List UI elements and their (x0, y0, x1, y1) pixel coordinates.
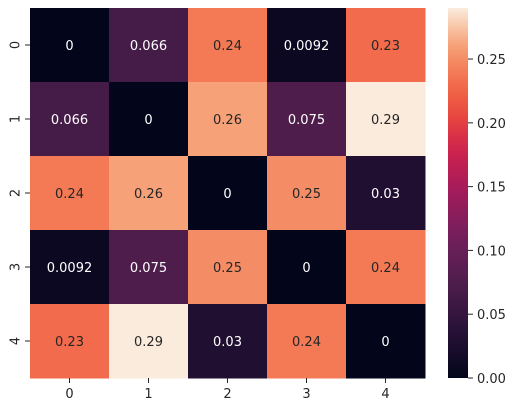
heatmap-cell-0-3 (267, 8, 347, 83)
heatmap-cell-0-2 (188, 8, 268, 83)
heatmap-cell-4-2 (188, 304, 268, 379)
heatmap-cell-1-3 (267, 82, 347, 157)
heatmap-cell-2-1 (109, 156, 189, 231)
y-axis: 0 1 2 3 4 (9, 41, 30, 345)
cell-value-label-0-1: 0.066 (130, 39, 167, 54)
cell-value-label-0-3: 0.0092 (284, 39, 330, 54)
cell-value-label-3-0: 0.0092 (47, 261, 93, 276)
colorbar-tick-label-3: 0.15 (477, 181, 506, 196)
heatmap-cell-4-4 (346, 304, 426, 379)
heatmap-cell-3-2 (188, 230, 268, 305)
cell-value-label-4-4: 0 (381, 335, 389, 350)
y-tick-label-4: 4 (9, 337, 24, 345)
cell-value-label-1-3: 0.075 (288, 113, 325, 128)
colorbar-tick-label-0: 0.00 (477, 372, 506, 387)
heatmap-cell-4-1 (109, 304, 189, 379)
cell-value-label-0-0: 0 (65, 39, 73, 54)
cell-value-label-4-2: 0.03 (213, 335, 242, 350)
heatmap-cell-2-4 (346, 156, 426, 231)
cell-value-label-2-3: 0.25 (292, 187, 321, 202)
cell-value-label-3-3: 0 (302, 261, 310, 276)
heatmap-cell-3-3 (267, 230, 347, 305)
heatmap-cell-3-0 (30, 230, 110, 305)
y-tick-label-0: 0 (9, 41, 24, 49)
colorbar-tick-label-1: 0.05 (477, 308, 506, 323)
x-tick-label-2: 2 (223, 387, 231, 402)
colorbar-tick-label-4: 0.20 (477, 117, 506, 132)
x-tick-label-3: 3 (302, 387, 310, 402)
cell-value-label-4-0: 0.23 (55, 335, 84, 350)
heatmap-cell-1-4 (346, 82, 426, 157)
cell-value-label-1-1: 0 (144, 113, 152, 128)
cell-value-label-4-3: 0.24 (292, 335, 321, 350)
heatmap-cell-labels: 0 0.066 0.24 0.0092 0.23 0.066 0 0.26 0.075 0.29 0… (47, 39, 400, 350)
x-tick-label-0: 0 (65, 387, 73, 402)
heatmap-cell-1-0 (30, 82, 110, 157)
colorbar-axis: 0.00 0.05 0.10 0.15 0.20 0.25 (468, 53, 506, 387)
cell-value-label-4-1: 0.29 (134, 335, 163, 350)
heatmap-cell-2-0 (30, 156, 110, 231)
cell-value-label-2-2: 0 (223, 187, 231, 202)
cell-value-label-2-0: 0.24 (55, 187, 84, 202)
heatmap-cell-2-2 (188, 156, 268, 231)
heatmap-cell-2-3 (267, 156, 347, 231)
x-axis: 0 1 2 3 4 (65, 378, 390, 402)
y-tick-label-3: 3 (9, 263, 24, 271)
heatmap-cell-0-1 (109, 8, 189, 83)
heatmap-cell-1-2 (188, 82, 268, 157)
heatmap-cell-0-0 (30, 8, 110, 83)
heatmap-cell-0-4 (346, 8, 426, 83)
cell-value-label-2-1: 0.26 (134, 187, 163, 202)
cell-value-label-3-2: 0.25 (213, 261, 242, 276)
y-tick-label-2: 2 (9, 189, 24, 197)
heatmap-cell-1-1 (109, 82, 189, 157)
heatmap-cell-4-3 (267, 304, 347, 379)
cell-value-label-1-4: 0.29 (371, 113, 400, 128)
cell-value-label-3-4: 0.24 (371, 261, 400, 276)
x-tick-label-4: 4 (381, 387, 389, 402)
y-tick-label-1: 1 (9, 115, 24, 123)
x-tick-label-1: 1 (144, 387, 152, 402)
heatmap-cells (30, 8, 426, 379)
heatmap-cell-3-1 (109, 230, 189, 305)
cell-value-label-0-4: 0.23 (371, 39, 400, 54)
colorbar (448, 8, 468, 378)
cell-value-label-3-1: 0.075 (130, 261, 167, 276)
cell-value-label-0-2: 0.24 (213, 39, 242, 54)
colorbar-tick-label-2: 0.10 (477, 244, 506, 259)
cell-value-label-2-4: 0.03 (371, 187, 400, 202)
heatmap-cell-3-4 (346, 230, 426, 305)
cell-value-label-1-0: 0.066 (51, 113, 88, 128)
colorbar-tick-label-5: 0.25 (477, 53, 506, 68)
cell-value-label-1-2: 0.26 (213, 113, 242, 128)
heatmap-cell-4-0 (30, 304, 110, 379)
